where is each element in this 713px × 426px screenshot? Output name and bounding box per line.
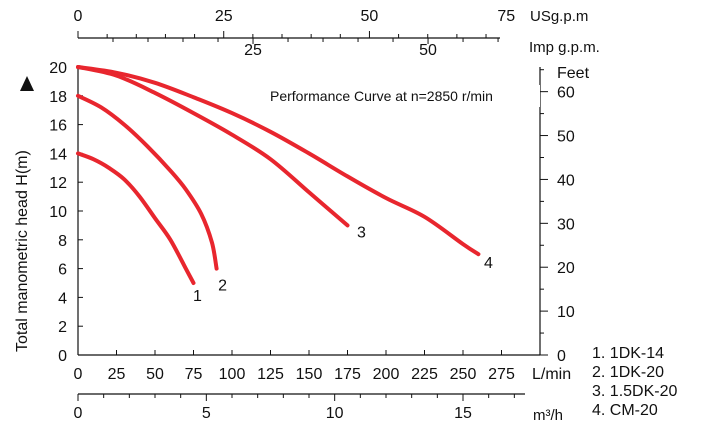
- y-tick-label: 16: [49, 118, 67, 135]
- m3h-unit-label: m³/h: [533, 407, 563, 424]
- x-unit-label: L/min: [532, 366, 571, 383]
- x-axis-ticks: 0 25 50 75 100 125 150 175 200 225 250 275: [74, 350, 515, 383]
- y-tick-label: 4: [58, 290, 67, 307]
- y-axis-ticks: 0 2 4 6 8 10 12 14 16 18 20: [49, 60, 83, 365]
- curves: 12 3 4: [76, 65, 493, 305]
- impgpm-tick-label: 25: [244, 42, 262, 59]
- y-tick-label: 20: [49, 60, 67, 77]
- y-tick-label: 6: [58, 262, 67, 279]
- y-tick-label: 18: [49, 89, 67, 106]
- y-tick-label: 10: [49, 204, 67, 221]
- x-tick-label: 175: [334, 366, 361, 383]
- legend: 1. 1DK-14 2. 1DK-20 3. 1.5DK-20 4. CM-20: [592, 345, 677, 419]
- x-tick-label: 0: [74, 366, 83, 383]
- x-tick-label: 100: [219, 366, 246, 383]
- x-tick-label: 25: [108, 366, 126, 383]
- chart-title: Performance Curve at n=2850 r/min: [270, 88, 493, 104]
- curve-1dk-14: [76, 151, 196, 285]
- plot-axes: [77, 67, 541, 356]
- x-tick-label: 275: [488, 366, 515, 383]
- y-axis-arrow-icon: [20, 76, 34, 91]
- m3h-tick-label: 0: [74, 405, 83, 422]
- feet-tick-label: 60: [557, 85, 575, 102]
- curve-1dk-20: [76, 93, 219, 271]
- y-tick-label: 12: [49, 175, 67, 192]
- legend-item: 1. 1DK-14: [592, 345, 664, 362]
- feet-tick-label: 50: [557, 129, 575, 146]
- feet-tick-label: 40: [557, 172, 575, 189]
- legend-item: 2. 1DK-20: [592, 364, 664, 381]
- usgpm-tick-label: 75: [497, 8, 515, 25]
- curve-number-label: 4: [484, 255, 493, 272]
- y-tick-label: 14: [49, 146, 67, 163]
- curve-number-label: 1: [193, 288, 202, 305]
- chart-title-box: [264, 85, 540, 107]
- x-tick-label: 225: [411, 366, 438, 383]
- feet-axis-ticks: 0 10 20 30 40 50 60: [540, 69, 575, 365]
- feet-tick-label: 30: [557, 216, 575, 233]
- curve-number-label: 2: [218, 278, 227, 295]
- impgpm-tick-label: 50: [419, 42, 437, 59]
- m3h-axis: 0 5 10 15: [74, 393, 525, 422]
- x-tick-label: 50: [146, 366, 164, 383]
- usgpm-tick-label: 25: [215, 8, 233, 25]
- curve-15dk-20: [76, 65, 350, 228]
- usgpm-unit-label: USg.p.m: [530, 8, 588, 25]
- m3h-tick-label: 10: [326, 405, 344, 422]
- y-tick-label: 2: [58, 319, 67, 336]
- legend-item: 4. CM-20: [592, 402, 658, 419]
- x-tick-label: 150: [296, 366, 323, 383]
- usgpm-tick-label: 50: [361, 8, 379, 25]
- feet-tick-label: 0: [557, 348, 566, 365]
- legend-item: 3. 1.5DK-20: [592, 383, 677, 400]
- m3h-tick-label: 5: [202, 405, 211, 422]
- x-tick-label: 75: [185, 366, 203, 383]
- usgpm-tick-label: 0: [74, 8, 83, 25]
- x-tick-label: 200: [373, 366, 400, 383]
- curve-number-label: 3: [357, 224, 366, 241]
- usgpm-axis: 0 25 50 75: [74, 8, 515, 39]
- m3h-tick-label: 15: [454, 405, 472, 422]
- y-tick-label: 0: [58, 348, 67, 365]
- x-tick-label: 125: [257, 366, 284, 383]
- y-tick-label: 8: [58, 233, 67, 250]
- feet-tick-label: 20: [557, 260, 575, 277]
- feet-unit-label: Feet: [557, 65, 590, 82]
- impgpm-axis: 25 50: [112, 38, 499, 59]
- impgpm-unit-label: Imp g.p.m.: [529, 39, 600, 56]
- x-tick-label: 250: [450, 366, 477, 383]
- curve-cm-20: [76, 65, 481, 257]
- feet-tick-label: 10: [557, 304, 575, 321]
- y-axis-title: Total manometric head H(m): [14, 150, 31, 352]
